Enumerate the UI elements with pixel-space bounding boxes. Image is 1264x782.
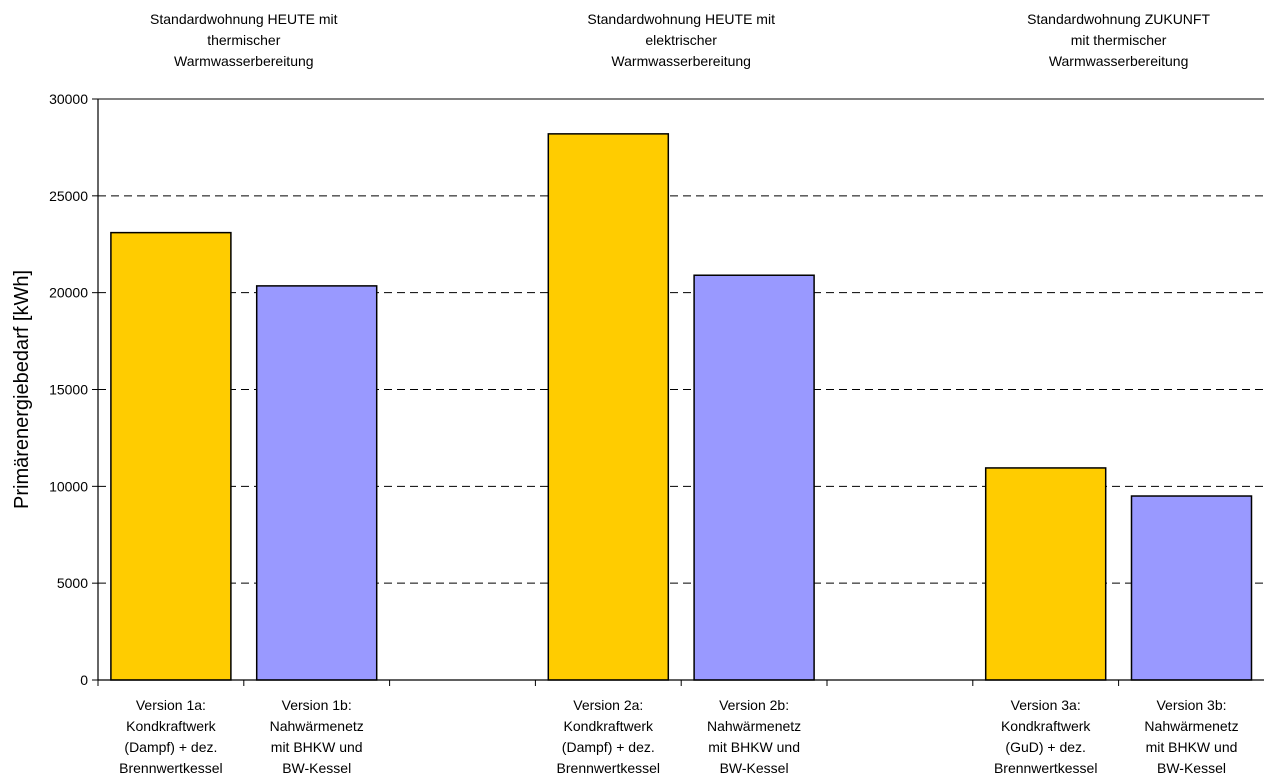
- labels: 0 5000 10000 15000 20000 25000 30000 Version 1a…: [49, 11, 1239, 776]
- category-label: Kondkraftwerk: [1001, 718, 1091, 734]
- group-label: Warmwasserbereitung: [611, 53, 751, 69]
- y-tick-label: 15000: [49, 382, 88, 398]
- group-label: Standardwohnung ZUKUNFT: [1027, 11, 1210, 27]
- category-label: BW-Kessel: [720, 760, 789, 776]
- category-label: mit BHKW und: [1146, 739, 1238, 755]
- category-label: Nahwärmenetz: [270, 718, 364, 734]
- group-label: Standardwohnung HEUTE mit: [587, 11, 775, 27]
- category-label: BW-Kessel: [282, 760, 351, 776]
- category-label: Nahwärmenetz: [707, 718, 801, 734]
- bar-version-2b-: [693, 274, 815, 681]
- category-label: BW-Kessel: [1157, 760, 1226, 776]
- y-tick-label: 0: [80, 672, 88, 688]
- category-label: Version 3b:: [1156, 697, 1226, 713]
- bar-version-3b-: [1130, 495, 1253, 681]
- category-label: mit BHKW und: [271, 739, 363, 755]
- category-label: Version 1b:: [282, 697, 352, 713]
- category-label: Brennwertkessel: [557, 760, 661, 776]
- group-label: elektrischer: [645, 32, 717, 48]
- category-label: Version 1a:: [136, 697, 206, 713]
- category-label: (Dampf) + dez.: [562, 739, 655, 755]
- group-label: mit thermischer: [1071, 32, 1167, 48]
- bar-version-1b-: [255, 285, 378, 681]
- category-label: Nahwärmenetz: [1144, 718, 1238, 734]
- y-tick-label: 30000: [49, 91, 88, 107]
- bar-version-3a-: [984, 467, 1107, 681]
- category-label: Kondkraftwerk: [564, 718, 654, 734]
- category-label: Brennwertkessel: [119, 760, 223, 776]
- axes: [92, 98, 1264, 686]
- category-label: Brennwertkessel: [994, 760, 1098, 776]
- category-label: Version 2a:: [573, 697, 643, 713]
- category-label: Version 3a:: [1011, 697, 1081, 713]
- y-tick-label: 20000: [49, 285, 88, 301]
- category-label: (GuD) + dez.: [1005, 739, 1086, 755]
- category-label: Kondkraftwerk: [126, 718, 216, 734]
- group-label: Standardwohnung HEUTE mit: [150, 11, 338, 27]
- y-tick-label: 5000: [57, 575, 88, 591]
- y-tick-label: 25000: [49, 188, 88, 204]
- category-label: Version 2b:: [719, 697, 789, 713]
- bar-version-2a-: [547, 133, 670, 681]
- group-label: Warmwasserbereitung: [174, 53, 314, 69]
- bars: [110, 133, 1253, 681]
- category-label: mit BHKW und: [708, 739, 800, 755]
- group-label: Warmwasserbereitung: [1049, 53, 1189, 69]
- group-label: thermischer: [207, 32, 280, 48]
- grid-lines: [98, 98, 1264, 584]
- y-axis-label: Primärenergiebedarf [kWh]: [11, 270, 33, 509]
- y-tick-label: 10000: [49, 478, 88, 494]
- bar-version-1a-: [110, 231, 232, 681]
- category-label: (Dampf) + dez.: [124, 739, 217, 755]
